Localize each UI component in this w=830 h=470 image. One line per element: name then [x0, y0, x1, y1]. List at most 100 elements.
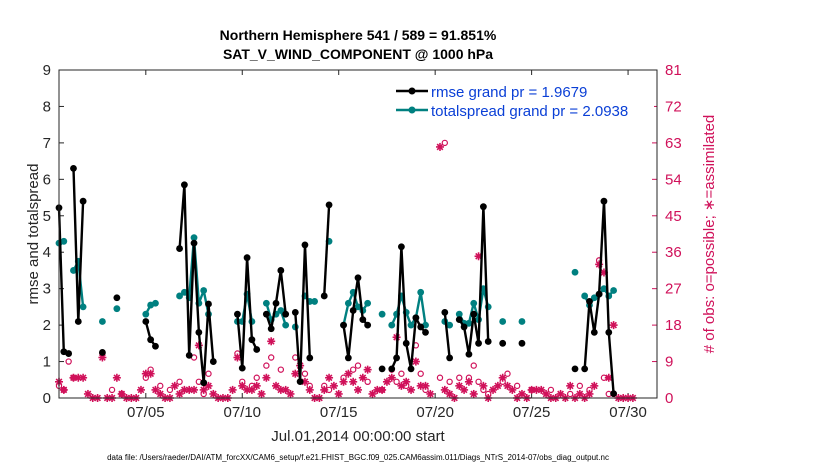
obs-assimilated-stroke	[335, 390, 343, 398]
y-left-tick-label: 6	[43, 171, 51, 188]
obs-assimilated-marker	[344, 369, 353, 378]
obs-assimilated-stroke	[344, 370, 352, 378]
rmse-line-segment	[294, 243, 311, 383]
obs-assimilated-stroke	[238, 382, 246, 390]
obs-assimilated-stroke	[364, 366, 372, 374]
obs-assimilated-stroke	[455, 382, 463, 390]
chart-title-line1: Northern Hemisphere 541 / 589 = 91.851%	[220, 27, 497, 43]
obs-assimilated-marker	[585, 389, 594, 398]
obs-assimilated-marker	[604, 373, 613, 382]
rmse-point	[590, 329, 598, 336]
rmse-point	[581, 365, 589, 373]
obs-assimilated-stroke	[475, 252, 482, 260]
right-axis-ticks: 0 9 18 27 36 45 54 63 72 81	[652, 62, 682, 407]
obs-possible-marker	[566, 390, 574, 398]
rmse-point	[479, 203, 487, 211]
rmse-point	[340, 321, 347, 329]
rmse-point	[291, 308, 299, 316]
obs-assimilated-marker	[498, 373, 507, 382]
totalspread-point	[378, 310, 386, 318]
obs-possible-marker	[267, 354, 275, 361]
obs-possible-marker	[108, 386, 116, 394]
rmse-point	[465, 350, 473, 358]
y-left-tick-label: 7	[43, 135, 51, 152]
obs-assimilated-stroke	[470, 390, 478, 398]
totalspread-point	[311, 298, 318, 305]
obs-assimilated-stroke	[79, 374, 87, 382]
obs-assimilated-stroke	[267, 337, 275, 345]
obs-possible-marker	[176, 378, 183, 386]
rmse-point	[277, 267, 285, 274]
totalspread-point	[190, 234, 198, 242]
obs-possible-marker	[301, 370, 309, 377]
obs-assimilated-stroke	[282, 386, 290, 394]
obs-possible-marker	[470, 362, 477, 369]
obs-assimilated-stroke	[272, 382, 280, 390]
rmse-point	[359, 316, 367, 324]
rmse-point	[460, 323, 468, 331]
totalspread-point	[70, 267, 77, 274]
rmse-point	[422, 329, 429, 336]
y-right-tick-label: 81	[665, 62, 682, 79]
obs-assimilated-stroke	[388, 374, 396, 382]
totalspread-point	[60, 237, 68, 245]
legend: rmse grand pr = 1.9679 totalspread grand…	[392, 78, 654, 120]
totalspread-point	[79, 303, 87, 311]
rmse-point	[306, 354, 314, 362]
obs-assimilated-stroke	[118, 390, 126, 398]
obs-possible-marker	[441, 139, 449, 147]
y-right-tick-label: 54	[665, 171, 682, 188]
plot-frame	[58, 69, 658, 399]
rmse-point	[441, 308, 449, 316]
y-right-tick-label: 9	[665, 354, 673, 371]
y-left-tick-label: 5	[43, 208, 51, 225]
obs-assimilated-stroke	[253, 382, 261, 390]
obs-assimilated-stroke	[499, 374, 507, 382]
y-left-tick-label: 8	[43, 98, 51, 115]
rmse-point	[610, 390, 617, 398]
obs-assimilated-stroke	[84, 390, 92, 398]
rmse-point	[586, 298, 593, 305]
obs-assimilated-marker	[407, 385, 416, 394]
obs-assimilated-stroke	[460, 386, 468, 394]
obs-assimilated-stroke	[209, 390, 217, 398]
obs-assimilated-stroke	[557, 390, 564, 398]
obs-assimilated-marker	[354, 385, 362, 394]
obs-assimilated-marker	[257, 389, 266, 398]
obs-possible-marker	[205, 370, 212, 377]
totalspread-point	[200, 287, 208, 294]
rmse-point	[74, 318, 82, 325]
obs-possible-marker	[263, 362, 270, 369]
obs-possible-marker	[364, 378, 371, 386]
y-right-tick-label: 27	[665, 281, 682, 298]
obs-assimilated-stroke	[402, 378, 410, 386]
obs-possible-marker	[349, 366, 357, 373]
obs-assimilated-marker	[575, 389, 584, 398]
rmse-point	[412, 314, 420, 322]
rmse-point	[147, 336, 155, 344]
obs-assimilated-stroke	[610, 321, 617, 329]
obs-assimilated-stroke	[359, 374, 367, 382]
totalspread-point	[446, 321, 454, 329]
totalspread-point	[180, 288, 188, 296]
obs-possible-marker	[576, 382, 584, 390]
obs-assimilated-stroke	[301, 378, 309, 386]
obs-assimilated-marker	[339, 377, 348, 386]
x-tick-label: 07/30	[609, 404, 647, 421]
totalspread-point	[262, 299, 270, 307]
legend-spread-marker	[408, 106, 416, 114]
rmse-point	[407, 365, 415, 373]
rmse-line-segment	[178, 183, 215, 384]
obs-assimilated-marker	[464, 377, 473, 386]
y-right-tick-label: 18	[665, 317, 682, 334]
y-right-tick-label: 72	[665, 98, 682, 115]
obs-assimilated-stroke	[99, 354, 106, 361]
rmse-line-segment	[443, 312, 451, 359]
obs-assimilated-stroke	[479, 382, 487, 390]
data-lines	[55, 165, 617, 398]
rmse-point	[296, 378, 304, 385]
rmse-point	[65, 350, 73, 357]
footnote-data-file: data file: /Users/raeder/DAI/ATM_forcXX/…	[107, 453, 609, 462]
obs-assimilated-stroke	[446, 390, 454, 398]
obs-possible-marker	[456, 374, 463, 381]
